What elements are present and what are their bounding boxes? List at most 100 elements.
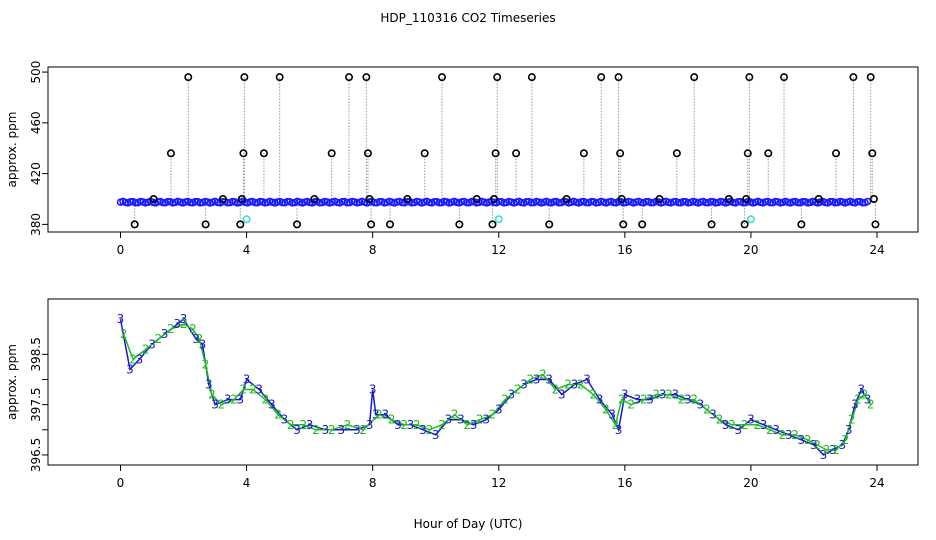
series-point-3: 3 bbox=[798, 433, 806, 447]
series-point-3: 3 bbox=[457, 413, 465, 427]
series-point-3: 3 bbox=[785, 428, 793, 442]
plot-frame bbox=[47, 66, 919, 233]
y-tick-label: 500 bbox=[29, 61, 43, 84]
series-point-2: 2 bbox=[665, 388, 673, 402]
series-point-2: 2 bbox=[375, 408, 383, 422]
x-axis-label: Hour of Day (UTC) bbox=[414, 517, 523, 531]
raw-point bbox=[619, 220, 628, 229]
series-point-2: 2 bbox=[590, 388, 598, 402]
series-point-2: 2 bbox=[312, 423, 320, 437]
raw-point bbox=[764, 149, 773, 158]
raw-point bbox=[814, 195, 823, 204]
raw-point bbox=[868, 149, 877, 158]
series-point-2: 2 bbox=[218, 398, 226, 412]
flagged-point bbox=[242, 215, 251, 224]
raw-point bbox=[527, 73, 536, 82]
raw-point bbox=[362, 73, 371, 82]
series-point-3: 3 bbox=[583, 372, 591, 386]
x-tick-label: 8 bbox=[369, 243, 377, 257]
series-point-3: 3 bbox=[192, 332, 200, 346]
series-point-2: 2 bbox=[526, 372, 534, 386]
raw-point bbox=[345, 73, 354, 82]
y-tick-label: 380 bbox=[29, 213, 43, 236]
series-point-2: 2 bbox=[287, 418, 295, 432]
series-point-2: 2 bbox=[438, 418, 446, 432]
series-point-3: 3 bbox=[268, 398, 276, 412]
raw-point bbox=[638, 220, 647, 229]
series-point-2: 2 bbox=[577, 378, 585, 392]
series-point-3: 3 bbox=[211, 398, 219, 412]
series-point-2: 2 bbox=[627, 398, 635, 412]
mean-point bbox=[370, 198, 379, 207]
series-point-2: 2 bbox=[359, 423, 367, 437]
series-point-2: 2 bbox=[741, 418, 749, 432]
series-point-3: 3 bbox=[337, 423, 345, 437]
series-point-2: 2 bbox=[728, 418, 736, 432]
series-point-3: 3 bbox=[684, 393, 692, 407]
raw-point bbox=[184, 73, 193, 82]
raw-point bbox=[472, 195, 481, 204]
series-point-3: 3 bbox=[558, 388, 566, 402]
series-point-3: 3 bbox=[255, 383, 263, 397]
series-point-2: 2 bbox=[823, 443, 831, 457]
raw-point bbox=[493, 73, 502, 82]
raw-point bbox=[871, 220, 880, 229]
mean-point bbox=[794, 198, 802, 207]
series-point-3: 3 bbox=[845, 423, 853, 437]
raw-point bbox=[617, 195, 626, 204]
raw-point bbox=[236, 220, 245, 229]
series-point-2: 2 bbox=[195, 332, 203, 346]
x-tick-label: 16 bbox=[617, 243, 632, 257]
raw-point bbox=[490, 195, 499, 204]
raw-point bbox=[545, 220, 554, 229]
series-point-3: 3 bbox=[173, 317, 181, 331]
series-point-3: 3 bbox=[495, 403, 503, 417]
mean-point bbox=[435, 198, 443, 207]
mean-point bbox=[863, 197, 872, 206]
series-point-2: 2 bbox=[716, 413, 724, 427]
series-point-3: 3 bbox=[161, 327, 169, 341]
series-point-3: 3 bbox=[180, 312, 188, 326]
raw-point bbox=[742, 195, 751, 204]
raw-point bbox=[869, 195, 878, 204]
series-point-3: 3 bbox=[293, 423, 301, 437]
series-point-2: 2 bbox=[142, 342, 150, 356]
raw-point bbox=[780, 73, 789, 82]
series-point-3: 3 bbox=[571, 378, 579, 392]
mean-point bbox=[223, 198, 232, 207]
series-point-3: 3 bbox=[508, 388, 516, 402]
y-tick-label: 460 bbox=[29, 111, 43, 134]
series-point-2: 2 bbox=[129, 352, 137, 366]
x-tick-label: 24 bbox=[869, 243, 884, 257]
y-tick-label: 397.5 bbox=[29, 387, 43, 421]
series-point-3: 3 bbox=[136, 352, 144, 366]
series-point-2: 2 bbox=[848, 413, 856, 427]
series-point-2: 2 bbox=[618, 393, 626, 407]
raw-point bbox=[724, 195, 733, 204]
mean-point bbox=[164, 197, 172, 206]
series-point-2: 2 bbox=[602, 403, 610, 417]
series-point-3: 3 bbox=[608, 408, 616, 422]
series-point-3: 3 bbox=[322, 423, 330, 437]
series-point-2: 2 bbox=[854, 393, 862, 407]
series-point-3: 3 bbox=[148, 337, 156, 351]
series-line-3 bbox=[119, 318, 869, 456]
raw-point bbox=[597, 73, 606, 82]
mean-point bbox=[706, 197, 715, 206]
mean-point bbox=[283, 197, 292, 206]
series-point-3: 3 bbox=[199, 337, 207, 351]
x-tick-label: 8 bbox=[369, 476, 377, 490]
series-point-2: 2 bbox=[240, 383, 248, 397]
raw-point bbox=[130, 220, 139, 229]
series-point-3: 3 bbox=[596, 393, 604, 407]
series-point-3: 3 bbox=[709, 408, 717, 422]
series-point-2: 2 bbox=[539, 367, 547, 381]
series-point-2: 2 bbox=[208, 388, 216, 402]
x-tick-label: 20 bbox=[743, 476, 758, 490]
mean-point bbox=[826, 197, 834, 206]
series-point-3: 3 bbox=[621, 388, 629, 402]
raw-point bbox=[237, 195, 246, 204]
mean-point bbox=[131, 198, 140, 207]
